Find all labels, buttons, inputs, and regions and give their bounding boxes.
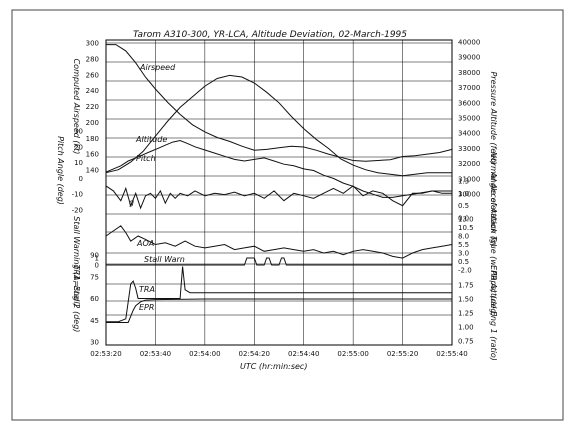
left-tick-label: 240	[86, 87, 99, 95]
series-label: TRA	[139, 285, 155, 294]
right-tick-label: 36000	[458, 99, 480, 107]
left-tick-label: 300	[86, 40, 99, 48]
x-axis-label: UTC (hr:min:sec)	[240, 362, 307, 371]
left-tick-label: 280	[86, 55, 99, 63]
right-tick-label: 1.50	[458, 296, 474, 304]
series-label: g	[129, 198, 134, 207]
series-line	[106, 298, 452, 323]
right-tick-label: 38000	[458, 69, 480, 77]
series-label: Stall Warn	[144, 255, 185, 264]
left-axis-label: Stall Warning (1=stall)	[72, 216, 81, 306]
right-tick-label: 30000	[458, 191, 480, 199]
x-tick-label: 02:53:20	[90, 350, 121, 358]
x-tick-label: 02:54:40	[288, 350, 319, 358]
right-tick-label: 8.0	[458, 233, 469, 241]
right-axis-label: Pressure Altitude (feet)	[489, 71, 498, 164]
x-tick-label: 02:55:40	[436, 350, 467, 358]
left-axis-label: Pitch Angle (deg)	[56, 136, 65, 205]
right-tick-label: 10.5	[458, 224, 474, 232]
left-tick-label: 20	[74, 143, 83, 151]
right-tick-label: 35000	[458, 115, 480, 123]
right-tick-label: -2.0	[458, 267, 472, 275]
right-axis-label: EPR Actual Eng 1 (ratio)	[489, 265, 498, 361]
x-tick-label: 02:55:00	[337, 350, 368, 358]
right-tick-label: 1.00	[458, 324, 474, 332]
series-line	[106, 257, 452, 266]
right-tick-label: 0.75	[458, 338, 474, 346]
left-tick-label: 0	[79, 175, 83, 183]
left-tick-label: 10	[74, 159, 83, 167]
right-tick-label: 1.75	[458, 282, 474, 290]
series-line	[105, 185, 452, 210]
series-label: Altitude	[135, 135, 167, 144]
left-tick-label: 90	[90, 252, 99, 260]
left-axis-label: TRA, Eng 2 (deg)	[72, 265, 81, 333]
left-tick-label: 220	[86, 103, 99, 111]
right-tick-label: 32000	[458, 160, 480, 168]
right-tick-label: 1.25	[458, 310, 474, 318]
right-tick-label: 39000	[458, 54, 480, 62]
left-tick-label: 160	[86, 151, 99, 159]
left-tick-label: 75	[90, 273, 99, 281]
right-tick-label: 1.3	[458, 178, 469, 186]
right-tick-label: 0.5	[458, 258, 469, 266]
x-tick-label: 02:55:20	[387, 350, 418, 358]
series-label: AOA	[136, 239, 154, 248]
left-tick-label: 1	[95, 255, 99, 263]
series-line	[105, 225, 453, 259]
x-tick-label: 02:54:00	[189, 350, 220, 358]
right-axis-label: Normal Acceleration (g)	[489, 152, 498, 247]
right-tick-label: 0.0	[458, 215, 469, 223]
x-tick-label: 02:54:20	[239, 350, 270, 358]
series-label: EPR	[139, 303, 154, 312]
left-tick-label: 30	[74, 128, 83, 136]
left-tick-label: 60	[90, 295, 99, 303]
left-tick-label: 30	[90, 339, 99, 347]
x-tick-label: 02:53:40	[140, 350, 171, 358]
right-tick-label: 13.0	[458, 216, 474, 224]
right-tick-label: 31000	[458, 175, 480, 183]
right-tick-label: 33000	[458, 145, 480, 153]
right-tick-label: 1.0	[458, 190, 469, 198]
left-tick-label: -10	[72, 191, 83, 199]
left-axis-label: Computed Airspeed (kt)	[72, 59, 81, 155]
left-tick-label: 180	[86, 135, 99, 143]
left-tick-label: 45	[90, 317, 99, 325]
series-line	[105, 74, 452, 177]
right-tick-label: 0.5	[458, 202, 469, 210]
series-line	[106, 266, 452, 323]
right-tick-label: 5.5	[458, 241, 469, 249]
right-tick-label: 40000	[458, 39, 480, 47]
chart-title: Tarom A310-300, YR-LCA, Altitude Deviati…	[133, 30, 407, 40]
left-tick-label: -20	[72, 207, 83, 215]
right-axis-label: Angle of Attack True (w. flaps) (deg)	[489, 171, 498, 316]
right-tick-label: 37000	[458, 84, 480, 92]
series-line	[105, 139, 452, 198]
series-line	[106, 44, 453, 162]
series-label: Pitch	[136, 154, 156, 163]
left-tick-label: 260	[86, 71, 99, 79]
series-label: Airspeed	[139, 63, 176, 72]
left-tick-label: 200	[86, 119, 99, 127]
left-tick-label: 0	[95, 262, 99, 270]
right-tick-label: 3.0	[458, 250, 469, 258]
left-tick-label: 140	[86, 167, 99, 175]
right-tick-label: 34000	[458, 130, 480, 138]
